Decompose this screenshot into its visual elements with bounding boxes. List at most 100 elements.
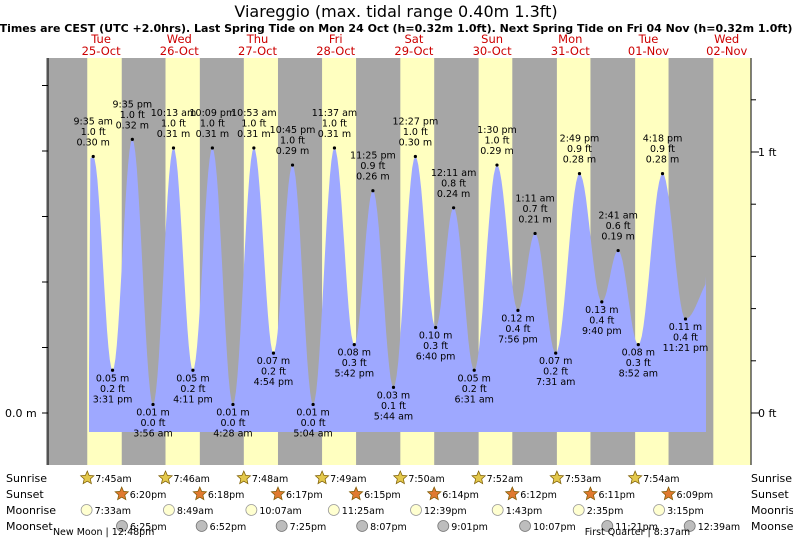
moon-phase-label: First Quarter | 8:37am xyxy=(585,527,690,538)
high-tide-point xyxy=(252,146,256,150)
moonset-time: 8:07pm xyxy=(370,522,407,533)
day-name-label: Mon xyxy=(558,32,582,46)
low-tide-label: 0.07 m xyxy=(539,356,572,367)
low-tide-label: 0.2 ft xyxy=(543,367,568,378)
moonrise-time: 12:39pm xyxy=(424,506,467,517)
sunset-icon xyxy=(504,486,520,501)
sunset-icon xyxy=(192,486,208,501)
high-tide-label: 0.9 ft xyxy=(650,144,675,155)
sunset-icon xyxy=(348,486,364,501)
moonset-icon xyxy=(356,520,369,532)
sunset-time: 6:17pm xyxy=(286,490,323,501)
low-tide-point xyxy=(554,351,558,355)
low-tide-point xyxy=(271,351,276,355)
sunrise-time: 7:48am xyxy=(252,474,288,485)
sunset-time: 6:09pm xyxy=(677,490,714,501)
moonrise-icon xyxy=(410,504,422,516)
day-date-label: 02-Nov xyxy=(706,44,747,58)
moonrise-time: 11:25am xyxy=(342,506,384,517)
high-tide-label: 0.9 ft xyxy=(360,161,385,172)
moonrise-time: 1:43pm xyxy=(506,506,543,517)
low-tide-label: 0.1 ft xyxy=(381,401,406,412)
high-tide-label: 1:11 am xyxy=(515,193,554,204)
high-tide-label: 9:35 pm xyxy=(113,99,153,110)
high-tide-label: 10:53 am xyxy=(231,108,276,119)
sunrise-icon xyxy=(314,470,330,485)
day-date-label: 28-Oct xyxy=(316,44,355,58)
day-name-label: Wed xyxy=(714,32,739,46)
low-tide-label: 0.0 ft xyxy=(220,418,245,429)
high-tide-label: 1.0 ft xyxy=(241,118,266,129)
sunrise-icon xyxy=(79,470,95,485)
high-tide-label: 2:49 pm xyxy=(560,134,600,145)
low-tide-point xyxy=(311,402,315,407)
low-tide-point xyxy=(110,368,115,372)
day-date-label: 01-Nov xyxy=(628,44,669,58)
low-tide-label: 4:11 pm xyxy=(173,394,213,405)
low-tide-label: 5:42 pm xyxy=(334,369,374,380)
high-tide-point xyxy=(332,146,337,150)
high-tide-label: 4:18 pm xyxy=(643,134,683,145)
high-tide-label: 1.0 ft xyxy=(120,110,145,121)
row-label-right: Moonset xyxy=(751,520,793,533)
low-tide-point xyxy=(391,385,396,389)
day-name-label: Wed xyxy=(167,32,192,46)
low-tide-point xyxy=(151,402,155,407)
high-tide-label: 1.0 ft xyxy=(280,136,305,147)
high-tide-label: 10:45 pm xyxy=(270,125,316,136)
low-tide-label: 7:56 pm xyxy=(498,334,538,345)
high-tide-label: 0.8 ft xyxy=(441,178,466,189)
high-tide-label: 1.0 ft xyxy=(161,118,186,129)
high-tide-label: 0.21 m xyxy=(518,214,551,225)
sunrise-icon xyxy=(627,470,643,485)
moonrise-icon xyxy=(80,504,93,516)
row-label-right: Moonrise xyxy=(751,504,793,517)
low-tide-label: 0.4 ft xyxy=(505,324,530,335)
moon-phase-label: New Moon | 12:48pm xyxy=(53,527,155,538)
sunrise-icon xyxy=(549,470,565,485)
high-tide-point xyxy=(413,154,417,159)
low-tide-label: 0.01 m xyxy=(136,407,169,418)
high-tide-label: 11:25 pm xyxy=(350,151,396,162)
low-tide-point xyxy=(472,368,476,372)
sunset-time: 6:15pm xyxy=(364,490,401,501)
day-date-label: 29-Oct xyxy=(394,44,433,58)
high-tide-label: 12:11 am xyxy=(431,168,476,179)
moonset-icon xyxy=(195,520,208,532)
tide-labels: 9:35 am1.0 ft0.30 m0.05 m0.2 ft3:31 pm9:… xyxy=(74,99,709,439)
low-tide-label: 0.12 m xyxy=(501,313,534,324)
high-tide-point xyxy=(210,146,214,150)
row-label-left: Moonset xyxy=(6,520,53,533)
low-tide-point xyxy=(516,308,520,312)
high-tide-label: 0.32 m xyxy=(116,120,149,131)
low-tide-label: 5:04 am xyxy=(293,428,332,439)
sunrise-time: 7:54am xyxy=(643,474,679,485)
day-name-label: Sat xyxy=(404,32,423,46)
sunset-icon xyxy=(114,486,130,501)
high-tide-label: 0.30 m xyxy=(77,138,110,149)
low-tide-label: 0.01 m xyxy=(216,407,249,418)
day-date-label: 30-Oct xyxy=(473,44,512,58)
low-tide-point xyxy=(636,343,640,347)
low-tide-label: 0.0 ft xyxy=(301,418,326,429)
moonrise-time: 2:35pm xyxy=(587,506,624,517)
sunrise-icon xyxy=(392,470,408,485)
sunset-icon xyxy=(661,486,677,501)
day-labels: Tue25-OctWed26-OctThu27-OctFri28-OctSat2… xyxy=(82,32,748,58)
sunset-time: 6:18pm xyxy=(208,490,245,501)
sunset-time: 6:11pm xyxy=(598,490,635,501)
low-tide-label: 0.2 ft xyxy=(180,384,205,395)
sunrise-time: 7:53am xyxy=(565,474,601,485)
sunset-icon xyxy=(270,486,286,501)
low-tide-label: 5:44 am xyxy=(374,411,413,422)
moonrise-time: 10:07am xyxy=(259,506,301,517)
high-tide-label: 0.7 ft xyxy=(523,204,548,215)
day-name-label: Sun xyxy=(481,32,503,46)
low-tide-label: 0.0 ft xyxy=(141,418,166,429)
day-date-label: 31-Oct xyxy=(551,44,590,58)
sunrise-icon xyxy=(157,470,174,485)
low-tide-point xyxy=(434,325,438,330)
sunrise-time: 7:46am xyxy=(174,474,210,485)
moonset-time: 6:52pm xyxy=(210,522,247,533)
